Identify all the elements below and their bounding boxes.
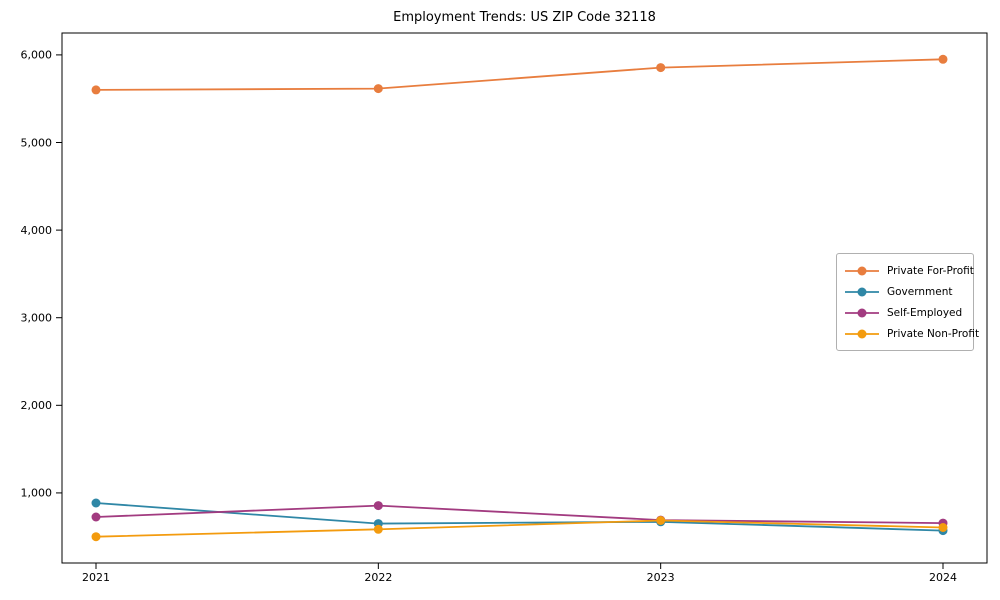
legend-marker-icon (845, 308, 879, 317)
x-axis: 2021 2022 2023 2024 (82, 563, 957, 584)
chart-title: Employment Trends: US ZIP Code 32118 (393, 10, 656, 25)
y-axis: 1,000 2,000 3,000 4,000 5,000 6,000 (21, 49, 62, 500)
y-tick-label: 4,000 (21, 224, 53, 237)
y-tick-label: 2,000 (21, 399, 53, 412)
legend: Private For-Profit Government Self-Employe… (836, 253, 979, 351)
series-private-for-profit (91, 54, 948, 95)
x-tick-label: 2021 (82, 571, 110, 584)
legend-marker-icon (845, 266, 879, 275)
series-government (91, 498, 948, 536)
legend-item-private-for-profit: Private For-Profit (844, 260, 974, 281)
data-point-private-non-profit-2022 (373, 524, 383, 534)
series-line-private-for-profit (95, 58, 944, 91)
data-point-private-non-profit-2021 (91, 532, 101, 542)
x-tick-label: 2024 (929, 571, 957, 584)
series-line-government (95, 502, 944, 532)
data-point-government-2021 (91, 498, 101, 508)
legend-item-government: Government (844, 281, 965, 302)
data-point-self-employed-2022 (373, 501, 383, 511)
y-tick-label: 3,000 (21, 312, 53, 325)
y-tick-label: 6,000 (21, 49, 53, 62)
data-point-private-for-profit-2024 (938, 54, 948, 64)
data-point-private-for-profit-2022 (373, 84, 383, 94)
data-point-private-non-profit-2023 (656, 516, 666, 525)
legend-item-label: Self-Employed (887, 306, 963, 319)
x-tick-label: 2023 (647, 571, 675, 584)
x-tick-label: 2022 (364, 571, 392, 584)
legend-item-private-non-profit: Private Non-Profit (844, 323, 979, 344)
series-line-self-employed (95, 504, 944, 524)
legend-marker-icon (845, 287, 879, 296)
plot-frame (61, 32, 988, 564)
legend-item-label: Private For-Profit (887, 264, 974, 277)
series-private-non-profit (91, 516, 948, 542)
data-point-private-non-profit-2024 (938, 523, 948, 532)
y-tick-label: 5,000 (21, 136, 53, 149)
y-tick-label: 1,000 (21, 487, 53, 500)
legend-item-label: Private Non-Profit (887, 327, 980, 340)
data-point-private-for-profit-2023 (656, 63, 666, 73)
data-point-self-employed-2021 (91, 512, 101, 522)
series-line-private-non-profit (95, 519, 944, 538)
legend-item-label: Government (887, 285, 953, 298)
legend-marker-icon (845, 329, 879, 338)
data-point-private-for-profit-2021 (91, 85, 101, 95)
legend-item-self-employed: Self-Employed (844, 302, 965, 323)
